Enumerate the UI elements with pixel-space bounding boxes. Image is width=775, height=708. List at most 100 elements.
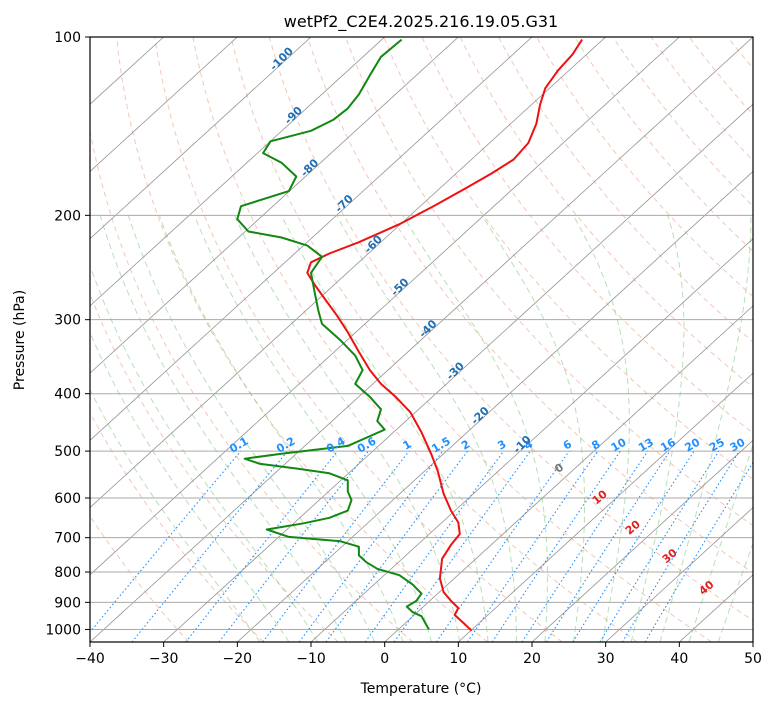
dry-adiabat-line [497,37,753,343]
mixing-ratio-line [298,450,444,642]
moist-adiabat-label: 10 [590,487,610,507]
isotherm-line [752,641,753,642]
moist-adiabat-line [90,331,290,642]
moist-adiabat-label: 30 [660,546,680,566]
x-tick-label: 20 [523,651,541,667]
mixing-ratio-label: 2 [459,438,472,453]
mixing-ratio-line [393,450,531,642]
mixing-ratio-line [185,450,339,642]
dry-adiabat-line [154,37,563,642]
moist-adiabat-line [688,442,753,642]
y-tick-label: 1000 [45,622,81,638]
isotherm-line [237,170,753,642]
mixing-ratio-label: 0.1 [227,435,250,456]
isotherm-line [90,37,606,509]
y-tick-label: 700 [54,531,81,547]
moist-adiabat-line [572,215,630,642]
isotherm-line [90,37,533,441]
chart-title: wetPf2_C2E4.2025.216.19.05.G31 [284,12,558,32]
dewpoint-profile-line [236,38,430,630]
moist-adiabat-line [193,215,432,642]
mixing-ratio-label: 13 [636,436,656,455]
mixing-ratio-line [467,450,599,642]
y-tick-label: 400 [54,387,81,403]
moist-adiabat-line [99,215,347,642]
x-tick-label: 10 [449,651,467,667]
x-tick-label: 0 [380,651,389,667]
dry-adiabat-line [307,37,753,574]
mixing-ratio-line [435,450,570,642]
isotherm-line [90,37,753,642]
x-tick-label: 40 [670,651,688,667]
moist-adiabat-line [158,215,404,642]
moist-adiabat-line [336,215,517,642]
mixing-ratio-label: 6 [561,437,574,452]
mixing-ratio-label: 0.4 [324,434,348,455]
moist-adiabat-label: 40 [697,578,717,598]
dry-adiabat-line [90,292,339,642]
plot-frame [89,36,754,643]
x-tick-label: 50 [744,651,762,667]
dry-adiabat-line [90,411,264,642]
dry-adiabat-line [688,37,753,116]
moist-adiabat-label: 20 [623,517,643,537]
mixing-ratio-label: 30 [728,435,748,454]
isotherm-line [531,439,753,642]
isotherm-label: -20 [469,404,492,427]
dry-adiabat-line [459,37,753,389]
dry-adiabat-line [268,37,753,622]
mixing-ratio-label: 3 [495,438,508,453]
moist-adiabat-line [234,215,461,642]
isotherm-line [90,37,238,172]
isotherm-label: -70 [333,192,356,215]
x-tick-label: 30 [597,651,615,667]
y-tick-label: 200 [54,208,81,224]
isotherm-line [90,37,312,240]
inline-line-labels: 0.1 0.2 0.4 0.6 1 1.5 2 3 4 6 8 10 13 16 20 25 30-100-90… [227,44,747,597]
dry-adiabat-line [536,37,753,298]
x-tick-label: −10 [296,651,326,667]
moist-adiabat-line [630,215,685,642]
dry-adiabat-line [116,37,488,642]
temperature-profile-line [306,39,583,632]
moist-adiabat-line [481,215,585,642]
moist-adiabat-line [659,215,752,642]
isotherm-label: -60 [362,232,385,255]
dry-adiabat-line [727,37,753,70]
isotherm-line [310,238,753,642]
dry-adiabat-line [90,128,414,642]
mixing-ratio-line [325,450,468,642]
isotherm-label: -40 [416,317,439,340]
dry-adiabat-line [90,515,190,642]
y-tick-label: 800 [54,565,81,581]
y-tick-label: 300 [54,313,81,329]
y-tick-label: 600 [54,491,81,507]
isotherm-label: -80 [298,156,321,179]
axes: −40 −30 −20 −10 0 10 20 30 40 5010020030040050060… [45,30,762,667]
x-tick-label: −30 [149,651,179,667]
mixing-ratio-line [131,450,289,642]
mixing-ratio-label: 16 [658,435,678,454]
y-tick-label: 100 [54,30,81,46]
mixing-ratio-line [491,450,621,642]
isotherm-line [90,37,459,374]
moist-adiabat-line [127,215,376,642]
isotherm-line [384,305,753,642]
mixing-ratio-label: 1.5 [429,435,452,456]
isotherm-label: -50 [388,275,411,298]
y-tick-label: 500 [54,444,81,460]
x-axis-label: Temperature (°C) [360,681,482,697]
isotherm-label: -90 [282,104,305,127]
mixing-ratio-label: 1 [401,438,414,453]
isotherm-line [605,507,753,642]
mixing-ratio-line [90,450,242,633]
dry-adiabat-line [192,37,638,642]
background-reference-lines [90,37,753,642]
mixing-ratio-label: 0.6 [355,434,379,455]
isotherm-line [458,372,753,642]
moist-adiabat-line [402,215,548,642]
mixing-ratio-line [644,461,753,642]
isotherm-line [90,37,385,307]
isotherm-label: -10 [511,433,534,456]
